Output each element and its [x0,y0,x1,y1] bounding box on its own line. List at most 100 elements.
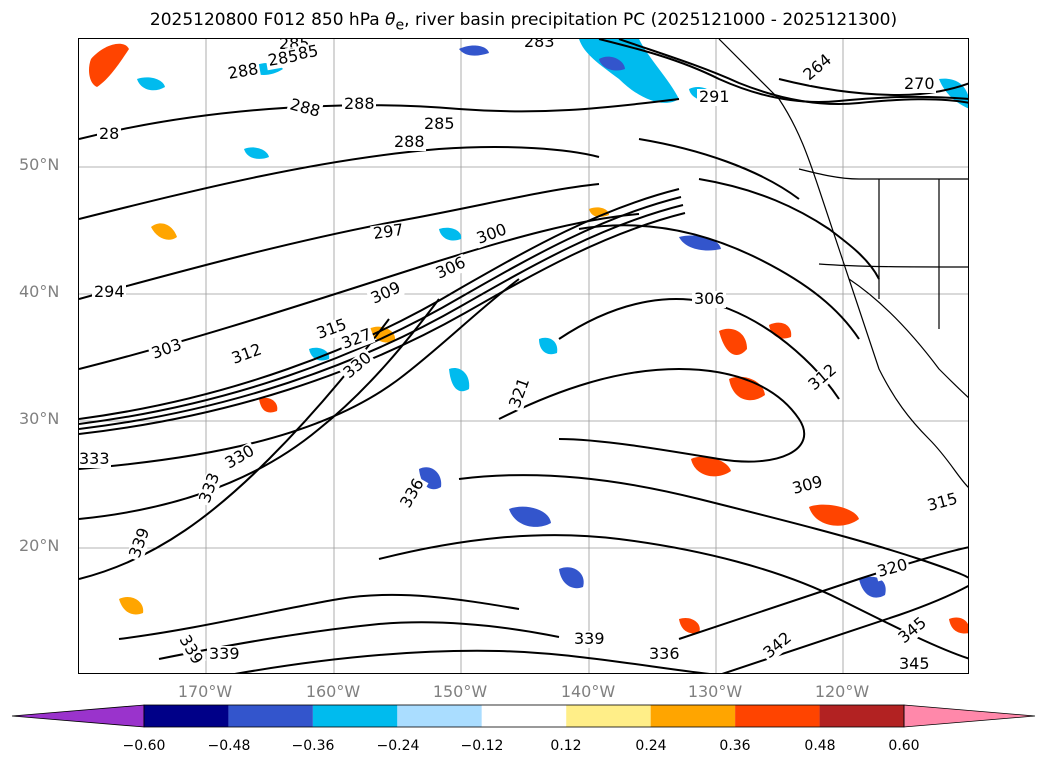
contour-label: 330 [220,441,259,474]
contour-label: 288 [342,94,376,113]
colorbar-tick: 0.36 [719,738,751,754]
contour-label: 270 [902,74,936,93]
contour-label-text: 315 [925,489,959,515]
theta-e-contours [79,39,968,673]
colorbar-segment [735,705,820,727]
colorbar-extend-high [903,704,1036,728]
contour-label: 312 [227,339,266,369]
contour-label: 300 [472,219,511,249]
contour-label: 283 [522,39,556,51]
contour-label-bg [366,278,405,309]
contour-label-text: 283 [524,39,555,51]
colorbar-outline [143,704,905,728]
contour-label-text: 312 [229,339,264,367]
colorbar-extend-low [11,704,145,728]
lon-label-170w: 170°W [177,682,233,701]
contour-label-bg [804,360,842,396]
contour-label: 291 [697,87,731,106]
contour-label-bg [224,60,262,84]
contour-label-bg [79,451,111,468]
colorbar-segment [566,705,651,727]
contour-label-text: 345 [899,654,930,673]
contour-label-bg [92,284,126,301]
contour-label-bg [506,374,534,413]
colorbar-tick: −0.24 [376,738,420,754]
contour-label: 306 [692,289,726,308]
contour-label-bg [174,630,207,669]
contour-label-bg [422,116,456,133]
contour-label: 303 [147,334,186,364]
contour-label: 339 [174,630,207,669]
contour-label-text: 339 [574,629,605,648]
contour-label-text: 303 [149,334,184,362]
graticule [79,39,968,673]
contour-label: 297 [370,220,407,244]
contour-label-text: 28 [99,124,119,143]
contour-label: 336 [647,644,681,663]
contour-label-text: 291 [699,87,730,106]
contour-label-bg [286,95,324,122]
lon-label-130w: 130°W [687,682,743,701]
contour-label-bg [697,89,731,106]
lon-label-140w: 140°W [560,682,616,701]
map-title: 2025120800 F012 850 hPa θe, river basin … [149,10,898,34]
colorbar-segment [481,705,567,727]
contour-label-bg [126,524,154,563]
contour-label-text: 297 [372,220,405,243]
colorbar-tick: −0.48 [207,738,251,754]
colorbar-segment [312,705,398,727]
lat-label-30n: 30°N [19,409,60,428]
contour-label-bg [902,76,936,93]
contour-label-text: 309 [790,472,824,498]
contour-label-text: 294 [94,282,125,301]
contour-label-bg [337,325,376,354]
contour-label-bg [759,628,797,664]
contour-label-bg [392,134,426,151]
contour-label-bg [897,656,931,673]
lat-label-50n: 50°N [19,155,60,174]
contour-label: 285 [422,114,456,133]
contour-label-bg [396,474,429,513]
contour-label: 288 [224,59,262,84]
contour-label-text: 320 [875,555,909,581]
contour-label: 339 [207,644,241,663]
contour-label-text: 339 [125,525,153,560]
colorbar-tick: 0.48 [804,738,836,754]
lat-label-20n: 20°N [19,536,60,555]
contour-label-bg [339,348,377,384]
contour-label-bg [220,441,259,474]
contour-label-bg [342,96,376,113]
colorbar [11,704,1036,728]
colorbar-segment [650,705,736,727]
contour-label-bg [370,221,407,244]
colorbar-tick: −0.36 [291,738,335,754]
contour-label: 28 [97,124,121,143]
contour-label: 315 [923,489,961,516]
contour-label-bg [196,469,224,508]
contour-label-text: 288 [288,95,322,121]
contour-label: 345 [894,613,932,649]
contour-label-text: 270 [904,74,935,93]
contour-label-text: 339 [209,644,240,663]
contour-label-text: 285 [424,114,455,133]
contour-label-text: 336 [649,644,680,663]
contour-label: 294 [92,282,126,301]
contour-label-bg [894,613,932,649]
contour-label-bg [472,220,511,249]
contour-label: 312 [804,360,842,396]
contour-label-bg [207,646,241,663]
colorbar-tick: 0.60 [888,738,920,754]
colorbar-segment [819,705,904,727]
contour-label-text: 285 [266,46,299,70]
contour-label: 333 [79,449,111,468]
contour-label-bg [647,646,681,663]
lon-label-120w: 120°W [814,682,870,701]
contour-label: 306 [431,252,470,284]
contour-label: 339 [572,629,606,648]
contour-label-bg [431,253,470,284]
contour-label-text: 288 [344,94,375,113]
colorbar-tick: 0.24 [635,738,667,754]
contour-label-text: 288 [226,59,259,83]
